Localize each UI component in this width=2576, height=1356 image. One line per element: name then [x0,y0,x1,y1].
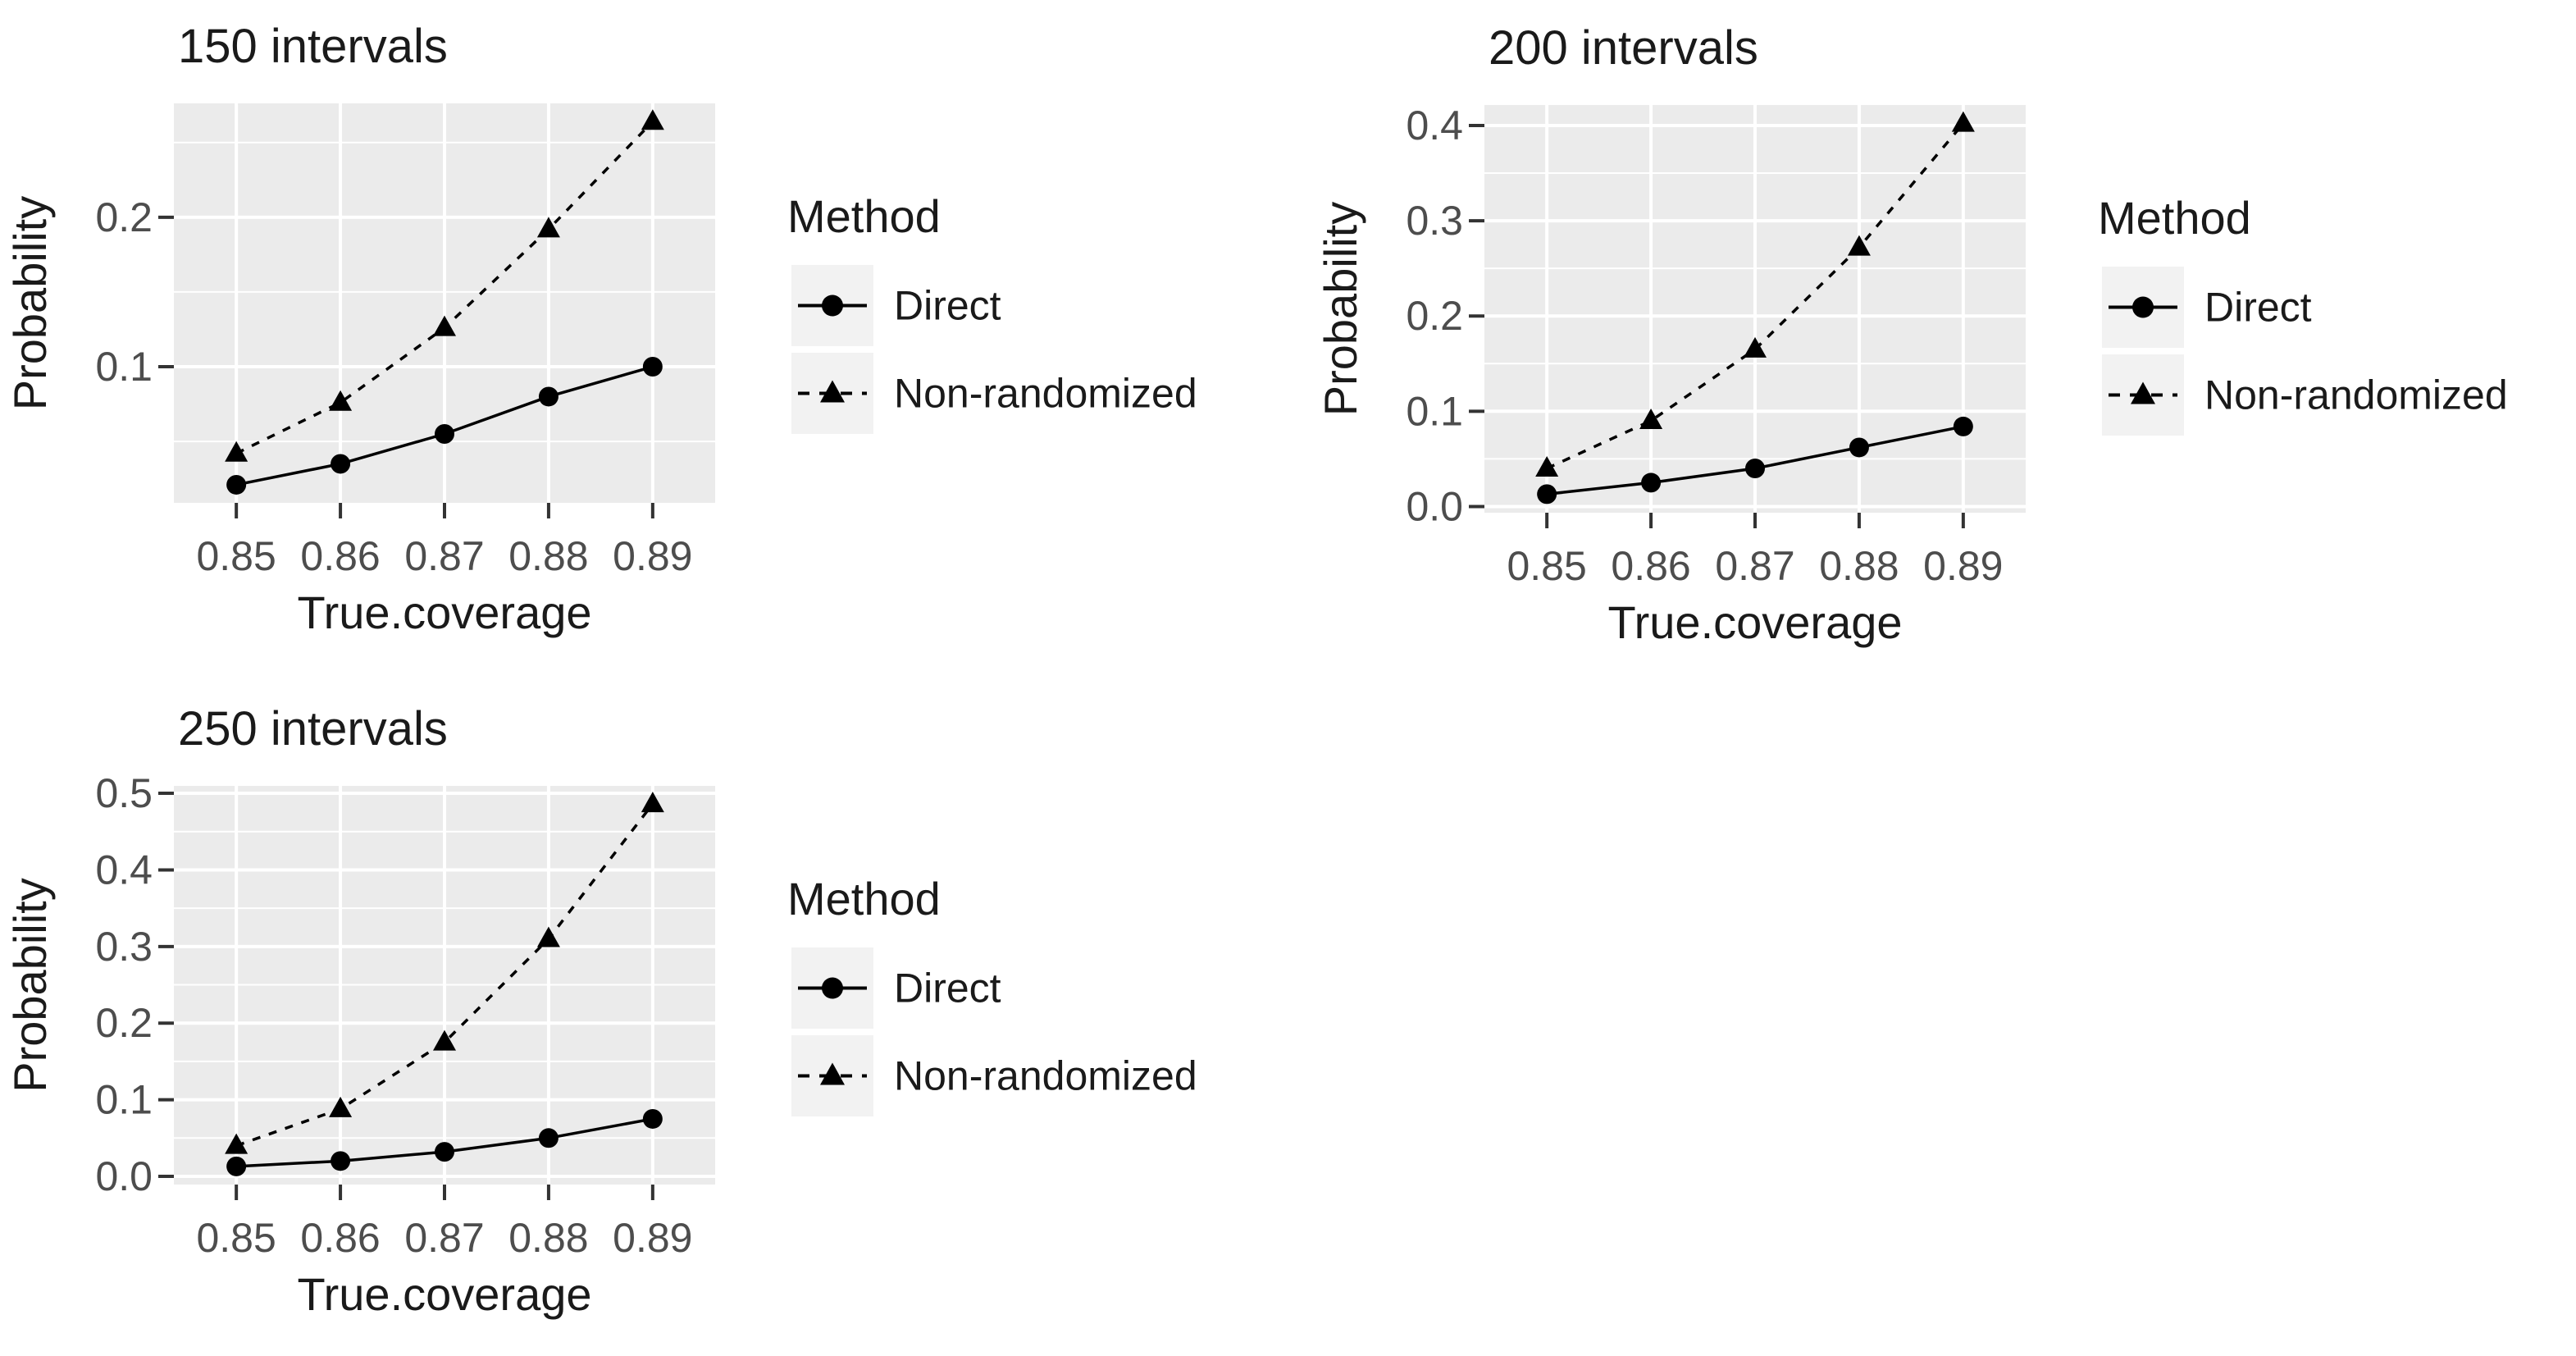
chart-200-intervals: 0.0 0.1 0.2 0.3 0.4 0.85 0.86 0.87 0.88 0.89 200 i… [1315,21,2508,648]
y-tick-label: 0.2 [95,194,153,240]
data-point-triangle-marker [536,217,560,238]
legend-title: Method [2098,192,2251,244]
legend-label: Direct [894,283,1001,329]
data-point-triangle-marker [1639,408,1663,429]
legend-label: Non-randomized [2204,372,2508,418]
data-point-circle-marker [538,1128,559,1148]
y-tick-label: 0.0 [95,1153,153,1199]
data-point-triangle-marker [1535,456,1559,477]
x-tick-label: 0.88 [1819,543,1899,589]
legend-title: Method [787,190,941,242]
data-point-circle-marker [538,386,559,407]
data-point-circle-marker [1953,416,1973,436]
legend-triangle-marker [820,380,845,403]
data-point-triangle-marker [329,390,353,411]
series-line-non-randomized [1546,122,1965,470]
legend-circle-marker [2132,296,2154,318]
data-point-triangle-marker [641,792,664,813]
data-point-circle-marker [226,474,247,495]
y-tick-label: 0.4 [1406,103,1463,148]
legend-label: Direct [2204,285,2312,331]
legend-triangle-marker [2131,381,2155,404]
y-axis-title: Probability [1315,202,1366,416]
x-tick-label: 0.85 [196,533,276,579]
data-point-triangle-marker [433,1030,456,1051]
y-tick-label: 0.0 [1406,483,1463,529]
data-point-triangle-marker [1951,111,1975,132]
x-tick-label: 0.89 [613,1215,692,1261]
x-tick-label: 0.85 [1507,543,1586,589]
data-point-circle-marker [642,1108,663,1129]
legend-circle-marker [822,294,843,317]
data-point-triangle-marker [536,926,560,947]
legend-circle-marker [822,977,843,999]
x-tick-label: 0.88 [508,1215,588,1261]
data-point-triangle-marker [641,109,664,130]
x-tick-label: 0.87 [404,1215,484,1261]
x-tick-label: 0.86 [300,1215,380,1261]
y-axis-title: Probability [4,196,56,410]
y-tick-label: 0.3 [95,924,153,970]
y-tick-label: 0.5 [95,770,153,816]
data-point-triangle-marker [329,1096,353,1117]
plot-title: 200 intervals [1489,21,1758,75]
x-axis-title: True.coverage [1608,596,1903,648]
data-point-circle-marker [435,1142,454,1162]
data-point-circle-marker [1745,459,1765,479]
y-tick-label: 0.1 [95,1077,153,1123]
data-point-circle-marker [435,424,454,445]
data-point-circle-marker [1537,484,1557,505]
legend-label: Direct [894,966,1001,1011]
x-tick-label: 0.86 [1611,543,1690,589]
y-axis-title: Probability [4,878,56,1092]
data-point-triangle-marker [225,441,248,462]
chart-150-intervals: 0.1 0.2 0.85 0.86 0.87 0.88 0.89 150 intervals T… [4,20,1197,638]
data-point-circle-marker [1849,437,1869,458]
y-tick-label: 0.1 [95,344,153,390]
data-point-circle-marker [331,454,351,474]
x-tick-label: 0.89 [1923,543,2003,589]
x-tick-label: 0.86 [300,533,380,579]
data-point-triangle-marker [433,315,456,336]
x-tick-label: 0.87 [404,533,484,579]
x-tick-label: 0.88 [508,533,588,579]
x-tick-label: 0.87 [1715,543,1794,589]
data-point-circle-marker [226,1156,247,1176]
legend-label: Non-randomized [894,371,1197,417]
y-tick-label: 0.4 [95,847,153,893]
series-line-non-randomized [235,803,654,1148]
x-tick-label: 0.89 [613,533,692,579]
data-point-triangle-marker [1744,336,1767,358]
legend-label: Non-randomized [894,1053,1197,1099]
data-point-circle-marker [642,357,663,377]
y-tick-label: 0.2 [1406,293,1463,339]
x-axis-title: True.coverage [298,1268,592,1320]
data-point-triangle-marker [225,1133,248,1154]
x-tick-label: 0.85 [196,1215,276,1261]
data-point-circle-marker [331,1151,351,1171]
plot-title: 150 intervals [178,20,448,73]
x-axis-title: True.coverage [298,587,592,638]
y-tick-label: 0.2 [95,1000,153,1046]
data-point-triangle-marker [1847,235,1871,256]
legend-title: Method [787,873,941,925]
data-point-circle-marker [1641,473,1662,493]
legend-triangle-marker [820,1062,845,1085]
chart-250-intervals: 0.0 0.1 0.2 0.3 0.4 0.5 0.85 0.86 0.87 0.88 0.89 25… [4,702,1197,1320]
y-tick-label: 0.3 [1406,198,1463,244]
y-tick-label: 0.1 [1406,388,1463,434]
plot-title: 250 intervals [178,702,448,756]
